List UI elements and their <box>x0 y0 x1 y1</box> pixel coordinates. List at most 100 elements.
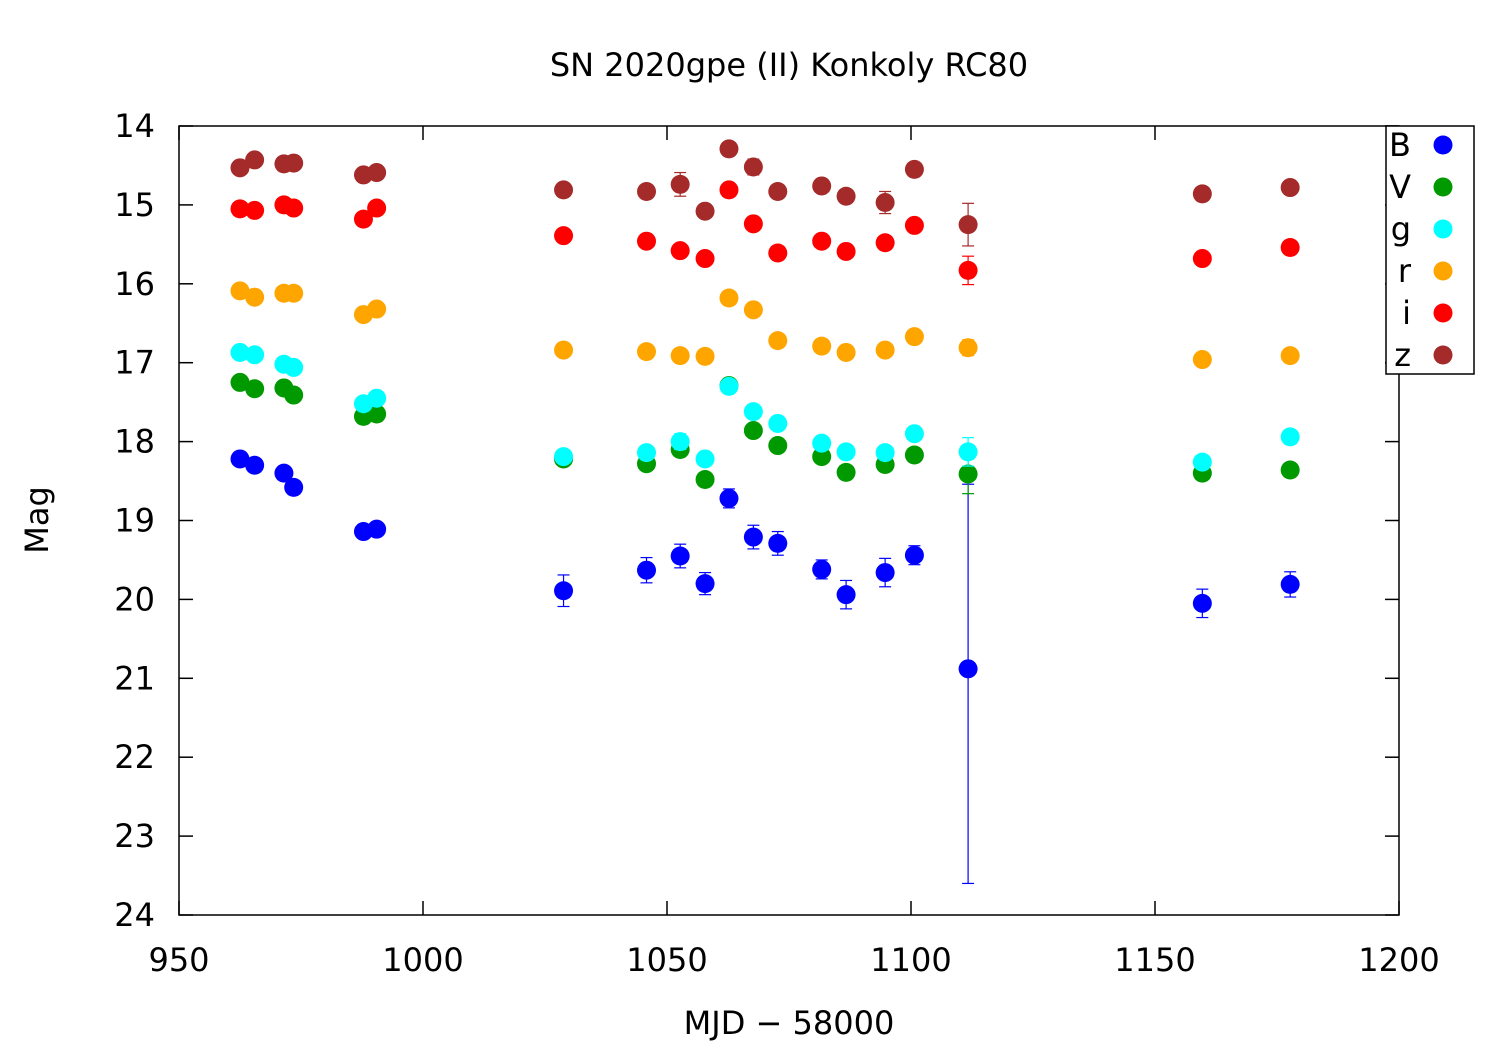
data-point-i <box>1192 249 1212 269</box>
data-point-z <box>1192 184 1212 204</box>
x-tick-label: 1150 <box>1114 941 1195 979</box>
data-point-i <box>1280 238 1300 258</box>
data-point-g <box>695 449 715 469</box>
data-point-B <box>958 659 978 679</box>
y-axis-label: Mag <box>18 486 56 554</box>
data-point-i <box>554 226 574 246</box>
legend-label: V <box>1389 168 1411 206</box>
data-point-g <box>245 345 265 365</box>
x-axis: 950 1000 1050 1100 1150 1200 <box>148 126 1440 979</box>
x-tick-label: 1050 <box>626 941 707 979</box>
data-point-V <box>695 469 715 489</box>
data-point-B <box>904 545 924 565</box>
data-point-g <box>719 376 739 396</box>
data-point-B <box>836 585 856 605</box>
data-point-g <box>230 342 250 362</box>
legend-label: i <box>1402 294 1411 332</box>
data-point-z <box>284 153 304 173</box>
data-point-g <box>958 442 978 462</box>
data-point-B <box>1280 574 1300 594</box>
y-axis: 14 15 16 17 18 19 20 21 22 23 24 <box>114 107 1399 934</box>
data-point-z <box>958 215 978 235</box>
series-B <box>230 449 1300 885</box>
x-axis-label: MJD − 58000 <box>684 1004 895 1042</box>
data-point-i <box>230 199 250 219</box>
series-g <box>230 342 1300 472</box>
y-tick-label: 14 <box>114 107 155 145</box>
y-tick-label: 15 <box>114 186 155 224</box>
data-point-i <box>353 209 373 229</box>
data-point-r <box>695 346 715 366</box>
data-point-V <box>958 464 978 484</box>
data-point-i <box>245 200 265 220</box>
data-point-i <box>670 241 690 261</box>
data-point-z <box>812 176 832 196</box>
data-point-B <box>230 449 250 469</box>
legend-marker <box>1433 135 1453 155</box>
data-point-i <box>695 249 715 269</box>
data-point-B <box>284 477 304 497</box>
data-point-V <box>1280 460 1300 480</box>
data-point-i <box>812 231 832 251</box>
data-point-r <box>812 336 832 356</box>
y-tick-label: 17 <box>114 344 155 382</box>
y-tick-label: 22 <box>114 738 155 776</box>
data-point-B <box>695 574 715 594</box>
data-point-r <box>670 346 690 366</box>
series-z <box>230 139 1300 247</box>
data-point-z <box>904 159 924 179</box>
data-point-V <box>812 447 832 467</box>
legend-marker <box>1433 177 1453 197</box>
plot-border <box>178 125 1400 916</box>
data-point-z <box>695 201 715 221</box>
data-point-z <box>230 158 250 178</box>
data-point-V <box>743 421 763 441</box>
data-point-r <box>904 327 924 347</box>
data-point-i <box>958 260 978 280</box>
legend-marker <box>1433 219 1453 239</box>
data-point-z <box>836 186 856 206</box>
data-point-r <box>245 287 265 307</box>
data-point-r <box>554 340 574 360</box>
data-point-r <box>1192 350 1212 370</box>
data-point-g <box>1192 452 1212 472</box>
data-point-V <box>230 372 250 392</box>
data-point-B <box>1192 593 1212 613</box>
data-point-i <box>768 243 788 263</box>
data-point-i <box>284 198 304 218</box>
data-point-B <box>812 559 832 579</box>
data-point-g <box>904 424 924 444</box>
y-tick-label: 21 <box>114 659 155 697</box>
data-point-z <box>719 139 739 159</box>
data-point-g <box>836 442 856 462</box>
data-point-g <box>812 433 832 453</box>
data-point-V <box>284 385 304 405</box>
legend-label: z <box>1394 336 1411 374</box>
data-point-B <box>768 533 788 553</box>
data-point-r <box>637 342 657 362</box>
legend-box <box>1385 125 1475 375</box>
data-series <box>230 139 1300 885</box>
series-r <box>230 281 1300 370</box>
data-point-i <box>904 215 924 235</box>
chart-title: SN 2020gpe (II) Konkoly RC80 <box>550 46 1028 84</box>
legend-marker <box>1433 303 1453 323</box>
data-point-z <box>875 193 895 213</box>
data-point-r <box>836 342 856 362</box>
legend-marker <box>1433 345 1453 365</box>
data-point-V <box>904 445 924 465</box>
data-point-z <box>367 163 387 183</box>
data-point-r <box>284 283 304 303</box>
data-point-B <box>274 463 294 483</box>
x-tick-label: 1000 <box>382 941 463 979</box>
data-point-i <box>719 180 739 200</box>
data-point-B <box>875 563 895 583</box>
data-point-z <box>670 174 690 194</box>
data-point-B <box>670 546 690 566</box>
data-point-z <box>743 157 763 177</box>
data-point-i <box>367 198 387 218</box>
data-point-g <box>768 413 788 433</box>
data-point-r <box>875 340 895 360</box>
